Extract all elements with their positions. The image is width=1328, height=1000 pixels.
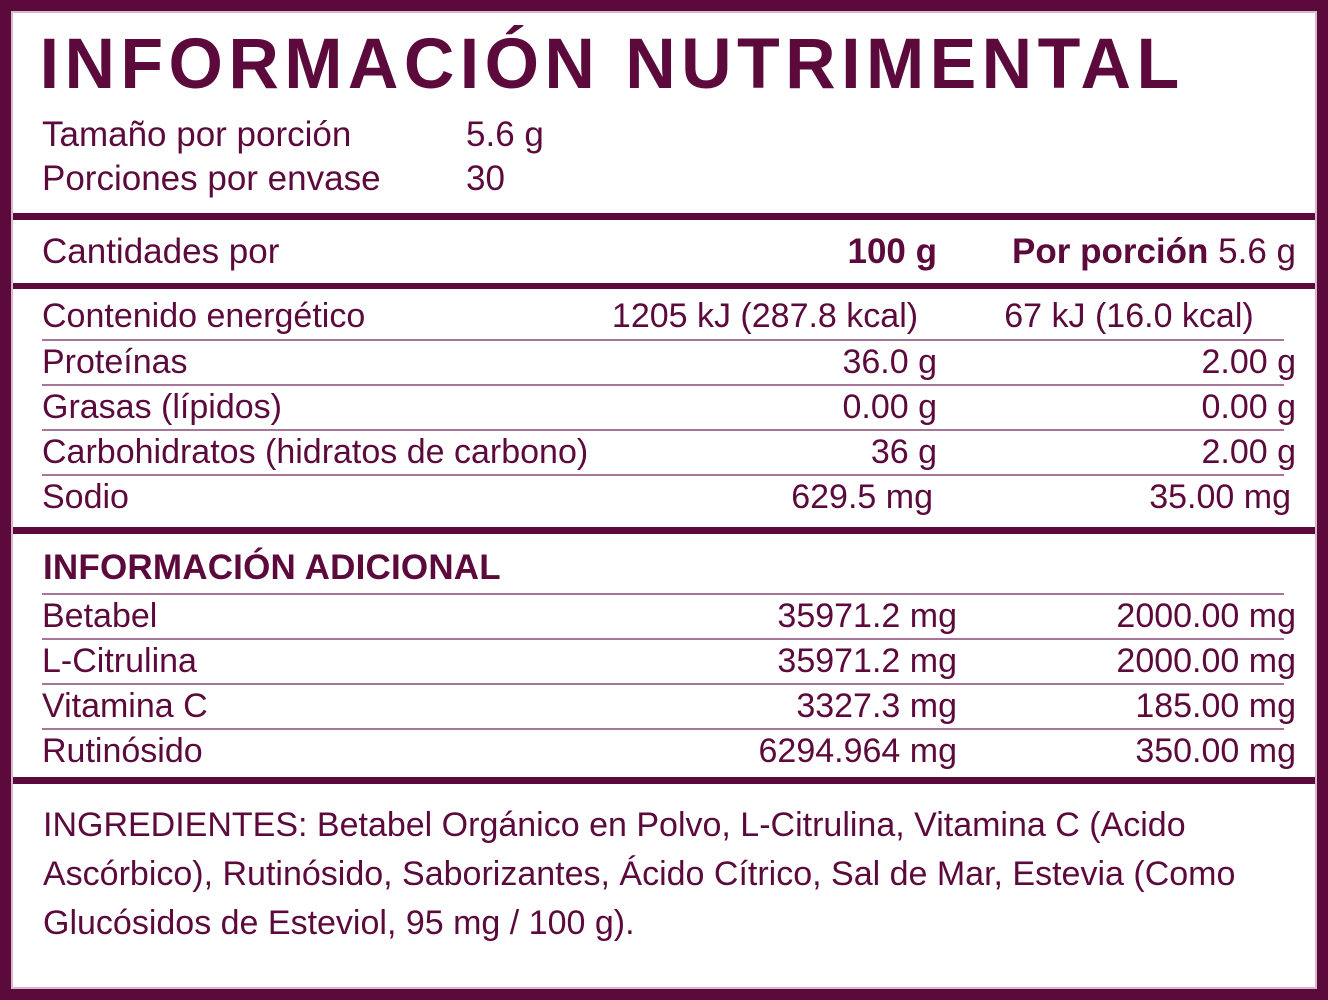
nutrient-value-per-serving: 35.00 mg: [1149, 478, 1291, 516]
serving-size-value: 5.6 g: [466, 115, 544, 154]
table-row: Carbohidratos (hidratos de carbono) 36 g…: [13, 431, 1315, 474]
divider-after-column-headers: [13, 283, 1315, 289]
amounts-header-row: Cantidades por 100 g Por porción 5.6 g: [13, 220, 1315, 283]
serving-size-label: Tamaño por porción: [42, 115, 352, 154]
nutrient-name: Carbohidratos (hidratos de carbono): [42, 433, 589, 471]
additional-value-per-serving: 185.00 mg: [1135, 687, 1296, 725]
serving-size-row: Tamaño por porción 5.6 g: [13, 113, 1315, 157]
nutrient-name: Sodio: [42, 478, 129, 516]
nutrient-value-per-100g: 1205 kJ (287.8 kcal): [611, 297, 919, 335]
additional-info-block: INFORMACIÓN ADICIONAL Betabel 35971.2 mg…: [13, 534, 1315, 777]
nutrient-table: Contenido energético 1205 kJ (287.8 kcal…: [13, 295, 1315, 520]
title-block: INFORMACIÓN NUTRIMENTAL: [13, 13, 1315, 105]
row-separator: [42, 593, 1284, 595]
additional-value-per-100g: 35971.2 mg: [777, 642, 957, 680]
additional-info-heading: INFORMACIÓN ADICIONAL: [43, 548, 501, 587]
additional-value-per-serving: 350.00 mg: [1135, 732, 1296, 770]
column-header-per-serving: Por porción 5.6 g: [955, 220, 1315, 283]
additional-value-per-serving: 2000.00 mg: [1116, 642, 1296, 680]
row-separator: [42, 683, 1284, 685]
table-row: Vitamina C 3327.3 mg 185.00 mg: [13, 685, 1315, 728]
table-row: Proteínas 36.0 g 2.00 g: [13, 341, 1315, 384]
nutrient-name: Grasas (lípidos): [42, 388, 282, 426]
row-separator: [42, 339, 1284, 341]
table-row: Rutinósido 6294.964 mg 350.00 mg: [13, 730, 1315, 773]
divider-after-serving-info: [13, 213, 1315, 220]
additional-name: Vitamina C: [42, 687, 208, 725]
servings-per-container-row: Porciones por envase 30: [13, 157, 1315, 201]
row-separator: [42, 638, 1284, 640]
ingredients-text: INGREDIENTES: Betabel Orgánico en Polvo,…: [43, 806, 1236, 942]
nutrient-value-per-100g: 36.0 g: [842, 343, 937, 381]
table-row: Betabel 35971.2 mg 2000.00 mg: [13, 595, 1315, 638]
column-header-per-serving-bold: Por porción: [1012, 232, 1209, 271]
row-separator: [42, 728, 1284, 730]
nutrient-table-bottom-spacer: [13, 520, 1315, 527]
page-title: INFORMACIÓN NUTRIMENTAL: [39, 25, 1185, 104]
additional-value-per-100g: 3327.3 mg: [796, 687, 957, 725]
table-row: L-Citrulina 35971.2 mg 2000.00 mg: [13, 640, 1315, 683]
nutrient-name: Contenido energético: [42, 297, 366, 335]
additional-name: L-Citrulina: [42, 642, 197, 680]
table-row: Sodio 629.5 mg 35.00 mg: [13, 476, 1315, 520]
nutrient-value-per-100g: 36 g: [870, 433, 937, 471]
nutrient-name: Proteínas: [42, 343, 188, 381]
row-separator: [42, 474, 1284, 476]
column-header-per-serving-amount: 5.6 g: [1218, 232, 1296, 271]
nutrient-value-per-100g: 629.5 mg: [791, 478, 933, 516]
nutrient-value-per-serving: 67 kJ (16.0 kcal): [1004, 297, 1254, 335]
nutrient-value-per-serving: 0.00 g: [1201, 388, 1296, 426]
servings-per-container-value: 30: [466, 159, 505, 198]
servings-per-container-label: Porciones por envase: [42, 159, 381, 198]
nutrient-value-per-serving: 2.00 g: [1201, 343, 1296, 381]
serving-info-block: Tamaño por porción 5.6 g Porciones por e…: [13, 105, 1315, 213]
divider-before-additional-info: [13, 527, 1315, 534]
ingredients-block: INGREDIENTES: Betabel Orgánico en Polvo,…: [13, 784, 1315, 948]
table-row: Grasas (lípidos) 0.00 g 0.00 g: [13, 386, 1315, 429]
divider-before-ingredients: [13, 777, 1315, 784]
additional-value-per-100g: 6294.964 mg: [758, 732, 958, 770]
label-content: INFORMACIÓN NUTRIMENTAL Tamaño por porci…: [13, 13, 1315, 987]
additional-name: Betabel: [42, 597, 158, 635]
amounts-header-label: Cantidades por: [42, 232, 280, 271]
nutrient-value-per-100g: 0.00 g: [842, 388, 937, 426]
nutrient-value-per-serving: 2.00 g: [1201, 433, 1296, 471]
additional-name: Rutinósido: [42, 732, 203, 770]
row-separator: [42, 429, 1284, 431]
column-header-per-100g: 100 g: [847, 232, 938, 271]
additional-value-per-serving: 2000.00 mg: [1116, 597, 1296, 635]
table-row: Contenido energético 1205 kJ (287.8 kcal…: [13, 295, 1315, 339]
row-separator: [42, 384, 1284, 386]
additional-value-per-100g: 35971.2 mg: [777, 597, 957, 635]
